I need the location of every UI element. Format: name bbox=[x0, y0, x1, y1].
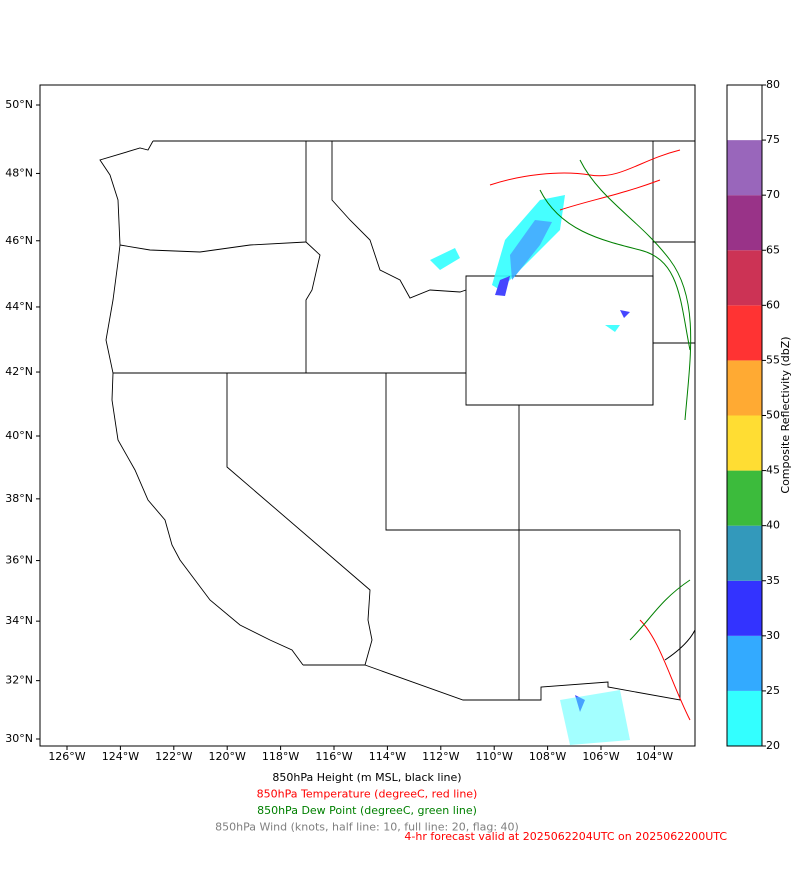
colorbar-band bbox=[727, 360, 762, 416]
colorbar-band bbox=[727, 415, 762, 471]
colorbar-band bbox=[727, 525, 762, 581]
colorbar-band bbox=[727, 305, 762, 361]
colorbar-tick-label: 45 bbox=[766, 464, 780, 477]
y-tick-label: 40°N bbox=[5, 429, 33, 442]
colorbar-tick-label: 55 bbox=[766, 353, 780, 366]
colorbar-frame bbox=[726, 84, 763, 747]
caption: 850hPa Temperature (degreeC, red line) bbox=[257, 788, 478, 801]
y-tick-label: 32°N bbox=[5, 674, 33, 687]
colorbar-band bbox=[727, 470, 762, 526]
y-tick-label: 34°N bbox=[5, 614, 33, 627]
colorbar-band bbox=[727, 580, 762, 636]
x-tick-label: 120°W bbox=[209, 750, 246, 763]
forecast-note: 4-hr forecast valid at 2025062204UTC on … bbox=[404, 830, 727, 843]
x-tick-label: 126°W bbox=[48, 750, 85, 763]
colorbar-tick-label: 40 bbox=[766, 519, 780, 532]
colorbar-tick-label: 70 bbox=[766, 188, 780, 201]
colorbar-tick-label: 60 bbox=[766, 298, 780, 311]
x-tick-label: 118°W bbox=[262, 750, 299, 763]
colorbar-label: Composite Reflectivity (dbZ) bbox=[779, 336, 792, 493]
x-tick-label: 116°W bbox=[315, 750, 352, 763]
colorbar-tick-label: 80 bbox=[766, 78, 780, 91]
x-tick-label: 122°W bbox=[155, 750, 192, 763]
colorbar-tick-label: 30 bbox=[766, 629, 780, 642]
colorbar-band bbox=[727, 85, 762, 141]
y-tick-label: 42°N bbox=[5, 365, 33, 378]
y-tick-label: 48°N bbox=[5, 166, 33, 179]
colorbar-tick-label: 75 bbox=[766, 133, 780, 146]
x-tick-label: 110°W bbox=[476, 750, 513, 763]
colorbar-band bbox=[727, 140, 762, 196]
boundaries bbox=[99, 140, 695, 701]
colorbar-tick-label: 25 bbox=[766, 684, 780, 697]
colorbar-band bbox=[727, 690, 762, 746]
y-tick-label: 44°N bbox=[5, 300, 33, 313]
caption: 850hPa Wind (knots, half line: 10, full … bbox=[215, 821, 519, 834]
map-frame bbox=[39, 84, 696, 747]
y-tick-label: 30°N bbox=[5, 732, 33, 745]
reflectivity bbox=[430, 195, 630, 745]
caption: 850hPa Height (m MSL, black line) bbox=[272, 771, 461, 784]
y-tick-label: 38°N bbox=[5, 492, 33, 505]
y-tick-label: 36°N bbox=[5, 554, 33, 567]
x-tick-label: 108°W bbox=[529, 750, 566, 763]
colorbar-band bbox=[727, 250, 762, 306]
caption: 850hPa Dew Point (degreeC, green line) bbox=[257, 804, 477, 817]
colorbar-band bbox=[727, 195, 762, 251]
x-tick-label: 114°W bbox=[369, 750, 406, 763]
colorbar-tick-label: 65 bbox=[766, 243, 780, 256]
x-tick-label: 106°W bbox=[582, 750, 619, 763]
x-tick-label: 124°W bbox=[102, 750, 139, 763]
colorbar-tick-label: 20 bbox=[766, 739, 780, 752]
colorbar-band bbox=[727, 635, 762, 691]
x-tick-label: 104°W bbox=[636, 750, 673, 763]
y-tick-label: 50°N bbox=[5, 98, 33, 111]
y-tick-label: 46°N bbox=[5, 234, 33, 247]
x-tick-label: 112°W bbox=[422, 750, 459, 763]
colorbar-tick-label: 50 bbox=[766, 409, 780, 422]
colorbar-tick-label: 35 bbox=[766, 574, 780, 587]
contours bbox=[489, 149, 696, 721]
